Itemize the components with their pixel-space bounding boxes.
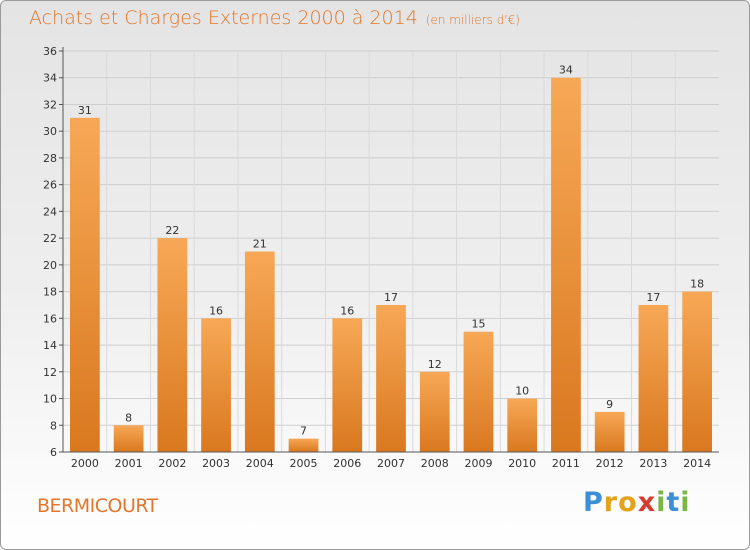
y-tick-label: 14 (43, 339, 57, 352)
y-tick-label: 24 (43, 205, 57, 218)
chart-title-text: Achats et Charges Externes 2000 à 2014 (29, 7, 418, 29)
bar-2006 (332, 318, 363, 452)
y-axis: 6 8 10 12 14 16 18 20 22 24 26 28 30 32 34 36 (43, 45, 64, 459)
x-tick-label: 2009 (464, 457, 492, 470)
bar-2005 (288, 438, 319, 452)
bar-2011 (551, 77, 581, 452)
y-tick-label: 32 (43, 98, 57, 111)
y-tick-label: 20 (43, 259, 57, 272)
x-tick-label: 2005 (290, 457, 318, 470)
proxiti-logo: Proxiti (583, 487, 691, 519)
bars: 31 8 22 16 21 7 16 17 12 15 10 34 9 17 18 (69, 64, 713, 452)
bar-value-label: 31 (78, 104, 92, 117)
y-tick-label: 10 (43, 393, 57, 406)
bar-2001 (113, 425, 144, 452)
bar-value-label: 18 (690, 278, 704, 291)
y-tick-label: 30 (43, 125, 57, 138)
bar-2003 (201, 318, 231, 452)
y-tick-label: 22 (43, 232, 57, 245)
x-tick-label: 2012 (596, 457, 624, 470)
x-tick-label: 2002 (158, 457, 186, 470)
bar-value-label: 21 (253, 238, 267, 251)
bar-2010 (507, 398, 538, 452)
bar-value-label: 16 (340, 304, 354, 317)
bar-value-label: 7 (300, 425, 307, 438)
x-tick-label: 2007 (377, 457, 405, 470)
logo-letter: i (680, 487, 691, 518)
x-tick-label: 2011 (552, 457, 580, 470)
x-axis: 2000 2001 2002 2003 2004 2005 2006 2007 2008 2009… (63, 451, 719, 470)
x-tick-label: 2014 (683, 457, 711, 470)
bar-2002 (157, 238, 188, 452)
logo-letter: o (618, 487, 638, 518)
bar-2000 (69, 117, 100, 452)
logo-letter: i (656, 487, 667, 518)
logo-letter: t (666, 487, 681, 518)
y-tick-label: 34 (43, 72, 57, 85)
bar-value-label: 17 (646, 291, 660, 304)
bar-value-label: 15 (471, 318, 485, 331)
y-tick-label: 6 (50, 446, 57, 459)
bar-value-label: 10 (515, 385, 529, 398)
bar-2014 (682, 291, 713, 452)
bar-value-label: 9 (606, 398, 613, 411)
y-tick-label: 18 (43, 286, 57, 299)
bar-2007 (376, 304, 406, 452)
bar-value-label: 17 (384, 291, 398, 304)
bar-value-label: 34 (559, 64, 573, 77)
commune-name: BERMICOURT (37, 495, 158, 517)
x-tick-label: 2008 (421, 457, 449, 470)
x-tick-label: 2013 (639, 457, 667, 470)
x-tick-label: 2006 (333, 457, 361, 470)
logo-letter: P (583, 487, 604, 518)
logo-letter: x (637, 487, 657, 518)
bar-value-label: 22 (165, 224, 179, 237)
y-tick-label: 26 (43, 179, 57, 192)
y-tick-label: 12 (43, 366, 57, 379)
bar-2008 (419, 371, 450, 452)
chart-title: Achats et Charges Externes 2000 à 2014 (e… (29, 7, 520, 29)
y-tick-label: 8 (50, 419, 57, 432)
bar-2004 (244, 251, 275, 452)
bar-2009 (463, 331, 494, 452)
bar-2012 (594, 411, 625, 452)
bar-value-label: 16 (209, 304, 223, 317)
y-tick-label: 16 (43, 312, 57, 325)
y-tick-label: 28 (43, 152, 57, 165)
logo-letter: r (603, 487, 619, 518)
x-tick-label: 2010 (508, 457, 536, 470)
bar-2013 (638, 304, 669, 452)
bar-value-label: 8 (125, 411, 132, 424)
x-tick-label: 2001 (115, 457, 143, 470)
y-tick-label: 36 (43, 45, 57, 58)
x-tick-label: 2003 (202, 457, 230, 470)
x-tick-label: 2000 (71, 457, 99, 470)
x-tick-label: 2004 (246, 457, 274, 470)
chart-unit: (en milliers d'€) (425, 13, 520, 27)
bar-value-label: 12 (428, 358, 442, 371)
